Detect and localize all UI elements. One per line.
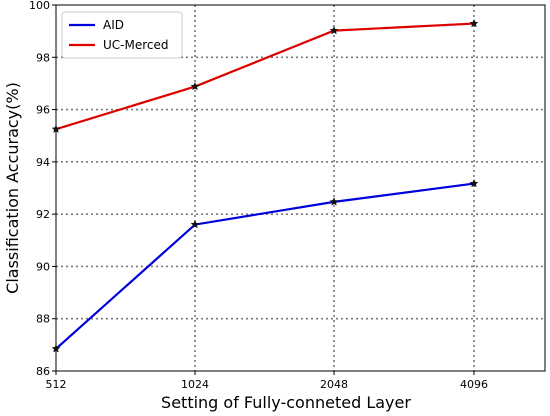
x-tick-label: 1024 (181, 378, 209, 391)
series-line-aid (55, 182, 475, 350)
y-tick-label: 86 (36, 365, 50, 378)
x-axis-title: Setting of Fully-conneted Layer (161, 393, 411, 412)
legend-label: AID (103, 18, 124, 32)
y-tick-label: 94 (36, 156, 50, 169)
y-tick-label: 90 (36, 260, 50, 273)
data-point (51, 344, 61, 353)
y-tick-label: 92 (36, 208, 50, 221)
y-tick-label: 96 (36, 104, 50, 117)
y-axis-title: Classification Accuracy(%) (3, 82, 22, 294)
x-axis-ticks: 512 1024 2048 4096 (46, 371, 488, 391)
legend-box (61, 11, 183, 59)
data-point (469, 178, 479, 188)
data-point (329, 197, 339, 206)
x-tick-label: 512 (46, 378, 67, 391)
legend: AID UC-Merced (61, 11, 183, 59)
data-point (469, 18, 479, 28)
y-axis-ticks: 86 88 90 92 94 96 98 100 (29, 0, 56, 378)
data-point (190, 81, 200, 91)
x-tick-label: 2048 (320, 378, 348, 391)
y-tick-label: 98 (36, 51, 50, 64)
series-group (51, 18, 479, 353)
data-point (329, 25, 339, 35)
x-tick-label: 4096 (460, 378, 488, 391)
y-tick-label: 88 (36, 313, 50, 326)
y-tick-label: 100 (29, 0, 50, 12)
data-point (190, 219, 200, 229)
series-line-uc-merced (55, 22, 475, 131)
plot-frame (55, 4, 546, 372)
grid-lines (56, 5, 545, 371)
data-point (51, 124, 61, 133)
legend-label: UC-Merced (103, 38, 169, 52)
